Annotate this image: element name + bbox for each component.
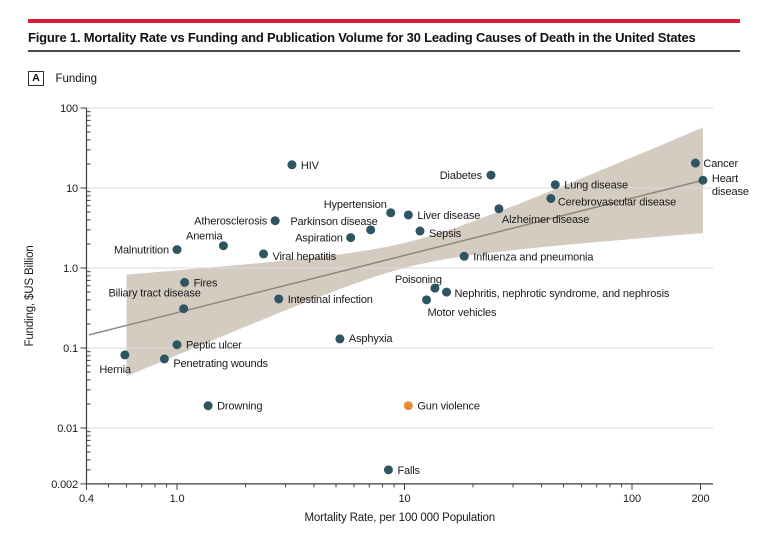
x-tick-label: 200 — [692, 493, 710, 505]
x-tick-label: 10 — [399, 493, 411, 505]
y-tick-label: 1.0 — [63, 263, 78, 275]
point-label: Influenza and pneumonia — [473, 251, 594, 263]
data-point — [172, 245, 182, 255]
panel-header: A Funding — [28, 70, 98, 87]
data-point — [366, 225, 376, 235]
point-label: HIV — [301, 160, 320, 172]
data-point — [486, 170, 496, 180]
data-point — [494, 204, 504, 214]
point-label: Malnutrition — [114, 245, 169, 257]
point-label: Peptic ulcer — [186, 340, 242, 352]
point-label: Aspiration — [295, 233, 342, 245]
data-point — [546, 193, 556, 203]
y-tick-label: 0.1 — [63, 343, 78, 355]
title-divider — [28, 50, 740, 52]
point-label: Heart — [712, 173, 738, 185]
point-label: Diabetes — [440, 170, 483, 182]
data-point — [203, 401, 213, 411]
y-tick-label: 100 — [60, 103, 78, 115]
point-label: Lung disease — [564, 180, 628, 192]
point-label: Alzheimer disease — [502, 214, 589, 226]
data-point — [287, 160, 297, 170]
data-point — [386, 208, 396, 218]
y-tick-label: 10 — [66, 183, 78, 195]
x-tick-label: 1.0 — [170, 493, 185, 505]
point-label: Falls — [397, 465, 420, 477]
data-point — [430, 283, 440, 293]
point-label: Atherosclerosis — [194, 216, 268, 228]
point-label: Hypertension — [324, 199, 387, 211]
point-label: Sepsis — [429, 228, 462, 240]
point-label: Biliary tract disease — [108, 288, 200, 300]
x-tick-label: 0.4 — [79, 493, 94, 505]
top-red-rule — [28, 19, 740, 23]
panel-title: Funding — [55, 72, 98, 85]
point-label: Cancer — [703, 158, 738, 170]
data-point — [172, 340, 182, 350]
point-label: Motor vehicles — [428, 307, 497, 319]
point-label: Anemia — [186, 231, 223, 243]
data-point — [403, 210, 413, 220]
data-point — [442, 287, 452, 297]
data-point — [459, 251, 469, 261]
panel-label-box: A — [28, 71, 44, 87]
data-point — [258, 249, 268, 259]
point-label: Drowning — [217, 401, 262, 413]
confidence-band — [126, 127, 703, 377]
data-point-highlighted — [403, 401, 413, 411]
data-point — [270, 216, 280, 226]
point-label: Asphyxia — [349, 333, 393, 345]
point-label: disease — [712, 186, 749, 198]
y-tick-label: 0.01 — [57, 423, 78, 435]
data-point — [698, 175, 708, 185]
data-point — [218, 241, 228, 251]
data-point — [415, 226, 425, 236]
point-label: Hernia — [99, 364, 132, 376]
data-point — [690, 158, 700, 168]
y-tick-label: 0.002 — [51, 479, 78, 491]
data-point — [335, 334, 345, 344]
data-point — [274, 294, 284, 304]
figure-title: Figure 1. Mortality Rate vs Funding and … — [28, 30, 696, 45]
point-label: Nephritis, nephrotic syndrome, and nephr… — [455, 288, 670, 300]
point-label: Poisoning — [395, 274, 442, 286]
trend-line — [88, 178, 706, 336]
y-axis-title: Funding, $US Billion — [24, 245, 36, 346]
point-label: Intestinal infection — [288, 294, 373, 306]
point-label: Fires — [194, 277, 218, 289]
data-point — [383, 465, 393, 475]
point-label: Penetrating wounds — [173, 358, 268, 370]
point-label: Parkinson disease — [290, 216, 377, 228]
point-label: Gun violence — [417, 401, 479, 413]
data-point — [346, 233, 356, 243]
point-label: Viral hepatitis — [272, 251, 336, 263]
point-label: Cerebrovascular disease — [558, 196, 676, 208]
x-axis-title: Mortality Rate, per 100 000 Population — [304, 512, 495, 524]
x-tick-label: 100 — [623, 493, 641, 505]
data-point — [120, 350, 130, 360]
data-point — [550, 180, 560, 190]
data-point — [180, 277, 190, 287]
point-label: Liver disease — [417, 210, 480, 222]
data-point — [159, 354, 169, 364]
data-point — [422, 295, 432, 305]
data-point — [179, 304, 189, 314]
